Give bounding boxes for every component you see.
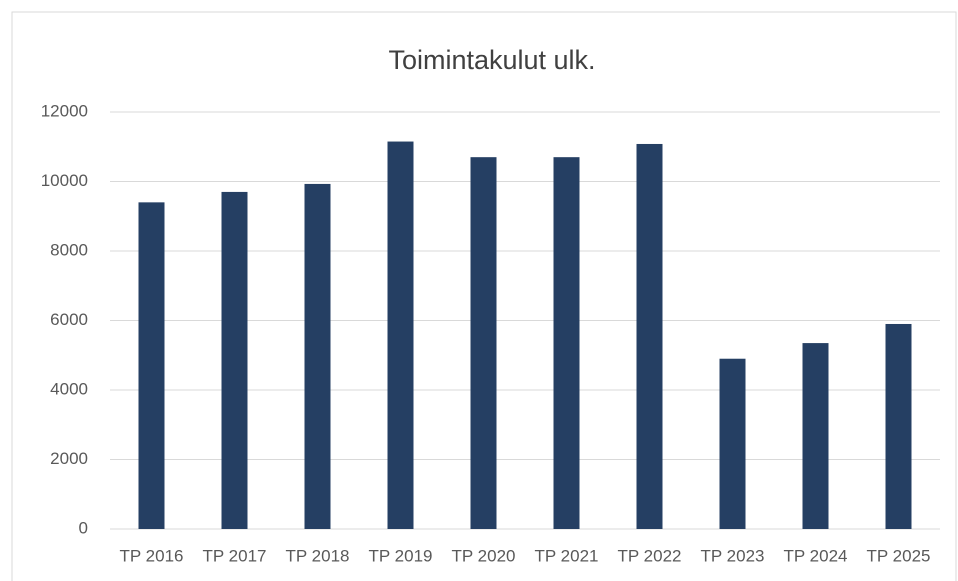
bar (636, 143, 663, 529)
bar (304, 183, 331, 529)
bar (470, 157, 497, 530)
chart-title: Toimintakulut ulk. (388, 45, 595, 75)
bar (138, 202, 165, 529)
bar (387, 141, 414, 529)
x-tick-label: TP 2024 (784, 546, 848, 565)
y-tick-label: 10000 (41, 171, 88, 190)
y-tick-label: 12000 (41, 101, 88, 120)
x-tick-label: TP 2017 (203, 546, 267, 565)
bar (802, 343, 829, 529)
x-tick-label: TP 2020 (452, 546, 516, 565)
y-tick-label: 6000 (50, 310, 88, 329)
x-tick-label: TP 2018 (286, 546, 350, 565)
x-tick-label: TP 2021 (535, 546, 599, 565)
y-tick-label: 2000 (50, 449, 88, 468)
x-tick-label: TP 2016 (120, 546, 184, 565)
y-tick-label: 0 (79, 518, 88, 537)
bar (885, 323, 912, 529)
bar (221, 191, 248, 530)
y-tick-label: 4000 (50, 379, 88, 398)
bar (719, 358, 746, 529)
y-tick-label: 8000 (50, 240, 88, 259)
x-tick-label: TP 2022 (618, 546, 682, 565)
x-tick-label: TP 2023 (701, 546, 765, 565)
x-tick-label: TP 2025 (867, 546, 931, 565)
x-tick-label: TP 2019 (369, 546, 433, 565)
bar (553, 157, 580, 530)
